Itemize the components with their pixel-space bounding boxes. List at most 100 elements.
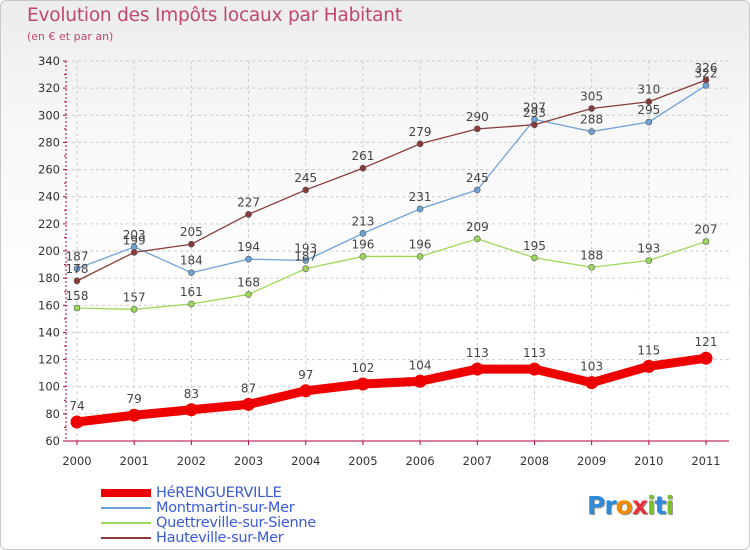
y-tick-label: 300: [38, 108, 60, 122]
data-label-2: 195: [523, 239, 546, 253]
x-tick-label: 2007: [463, 454, 492, 468]
x-tick-label: 2001: [120, 454, 149, 468]
data-point-0: [699, 351, 713, 365]
data-label-2: 193: [637, 242, 660, 256]
logo-letter: t: [654, 491, 667, 520]
x-tick-label: 2000: [62, 454, 91, 468]
data-point-0: [413, 374, 427, 388]
series-line-2: [76, 238, 707, 311]
y-tick-label: 280: [38, 135, 60, 149]
data-label-2: 158: [66, 289, 89, 303]
y-tick-label: 80: [45, 407, 60, 421]
data-label-3: 205: [180, 225, 203, 239]
data-point-2: [531, 254, 538, 262]
data-label-2: 168: [237, 275, 260, 289]
data-point-0: [585, 376, 599, 390]
legend-item-quettreville: Quettreville-sur-Sienne: [101, 515, 361, 531]
legend-item-hauteville: Hauteville-sur-Mer: [101, 530, 361, 546]
data-label-3: 326: [695, 61, 718, 75]
y-tick-label: 240: [38, 190, 60, 204]
data-label-1: 322: [695, 66, 718, 80]
data-label-0: 103: [580, 360, 603, 374]
y-tick-label: 100: [38, 380, 60, 394]
logo-letter: o: [615, 491, 633, 520]
logo-letter: x: [631, 491, 648, 520]
data-point-1: [645, 118, 653, 126]
data-point-0: [242, 397, 256, 411]
data-label-2: 207: [695, 223, 718, 237]
data-label-1: 295: [637, 103, 660, 117]
data-label-2: 188: [580, 248, 603, 262]
data-label-1: 288: [580, 113, 603, 127]
data-label-2: 196: [351, 237, 374, 251]
data-label-0: 102: [351, 361, 374, 375]
logo-letter: i: [665, 491, 675, 520]
data-point-2: [473, 235, 481, 243]
data-point-0: [470, 362, 484, 376]
data-point-0: [127, 408, 141, 422]
data-label-3: 305: [580, 90, 603, 104]
data-point-2: [416, 253, 424, 260]
data-point-3: [73, 277, 81, 285]
legend-swatch-herenguerville: [101, 489, 151, 497]
data-label-1: 231: [409, 190, 432, 204]
data-label-2: 209: [466, 220, 489, 234]
data-point-1: [588, 128, 595, 135]
chart-title: Evolution des Impôts locaux par Habitant: [27, 5, 402, 26]
legend-label-montmartin: Montmartin-sur-Mer: [156, 500, 295, 516]
data-label-3: 178: [66, 262, 89, 276]
data-label-0: 97: [298, 368, 313, 382]
data-label-1: 297: [523, 100, 546, 114]
logo-letter: i: [647, 491, 656, 520]
data-point-1: [188, 269, 195, 277]
data-point-3: [473, 125, 481, 133]
data-label-2: 196: [409, 237, 432, 251]
data-point-2: [302, 265, 310, 272]
legend-label-hauteville: Hauteville-sur-Mer: [156, 530, 284, 546]
data-point-1: [359, 230, 367, 237]
data-point-1: [416, 205, 424, 213]
legend-item-herenguerville: HéRENGUERVILLE: [101, 485, 361, 501]
data-point-1: [245, 255, 252, 263]
x-tick-label: 2011: [691, 454, 720, 468]
data-point-1: [702, 82, 710, 89]
data-label-1: 187: [66, 250, 89, 264]
data-label-3: 227: [237, 195, 260, 209]
y-tick-label: 180: [38, 271, 60, 285]
data-point-1: [302, 257, 310, 264]
x-tick-label: 2002: [177, 454, 206, 468]
legend-item-montmartin: Montmartin-sur-Mer: [101, 500, 361, 516]
legend-label-herenguerville: HéRENGUERVILLE: [156, 485, 282, 501]
data-label-0: 113: [523, 346, 546, 360]
series-line-1: [76, 84, 707, 274]
y-tick-label: 160: [38, 298, 60, 312]
x-tick-label: 2006: [405, 454, 434, 468]
data-point-2: [73, 304, 81, 312]
data-label-0: 83: [184, 387, 199, 401]
x-tick-label: 2009: [577, 454, 606, 468]
data-point-3: [416, 140, 424, 148]
x-tick-label: 2008: [520, 454, 549, 468]
data-label-3: 199: [123, 233, 146, 247]
data-label-1: 203: [123, 228, 146, 242]
data-label-1: 184: [180, 254, 203, 268]
data-point-3: [245, 211, 252, 218]
data-label-3: 261: [351, 149, 374, 163]
y-tick-label: 340: [38, 54, 60, 68]
data-label-0: 113: [466, 346, 489, 360]
data-point-3: [130, 249, 138, 256]
data-label-1: 194: [237, 240, 260, 254]
data-point-3: [702, 76, 710, 84]
data-point-1: [73, 265, 81, 272]
logo-letter: r: [604, 491, 616, 520]
y-tick-label: 140: [38, 325, 60, 339]
data-point-2: [645, 257, 653, 264]
data-label-0: 121: [695, 335, 718, 349]
data-point-3: [188, 240, 195, 248]
data-label-3: 279: [409, 125, 432, 139]
data-point-0: [70, 415, 84, 429]
data-point-0: [299, 384, 313, 398]
data-label-2: 157: [123, 290, 146, 304]
